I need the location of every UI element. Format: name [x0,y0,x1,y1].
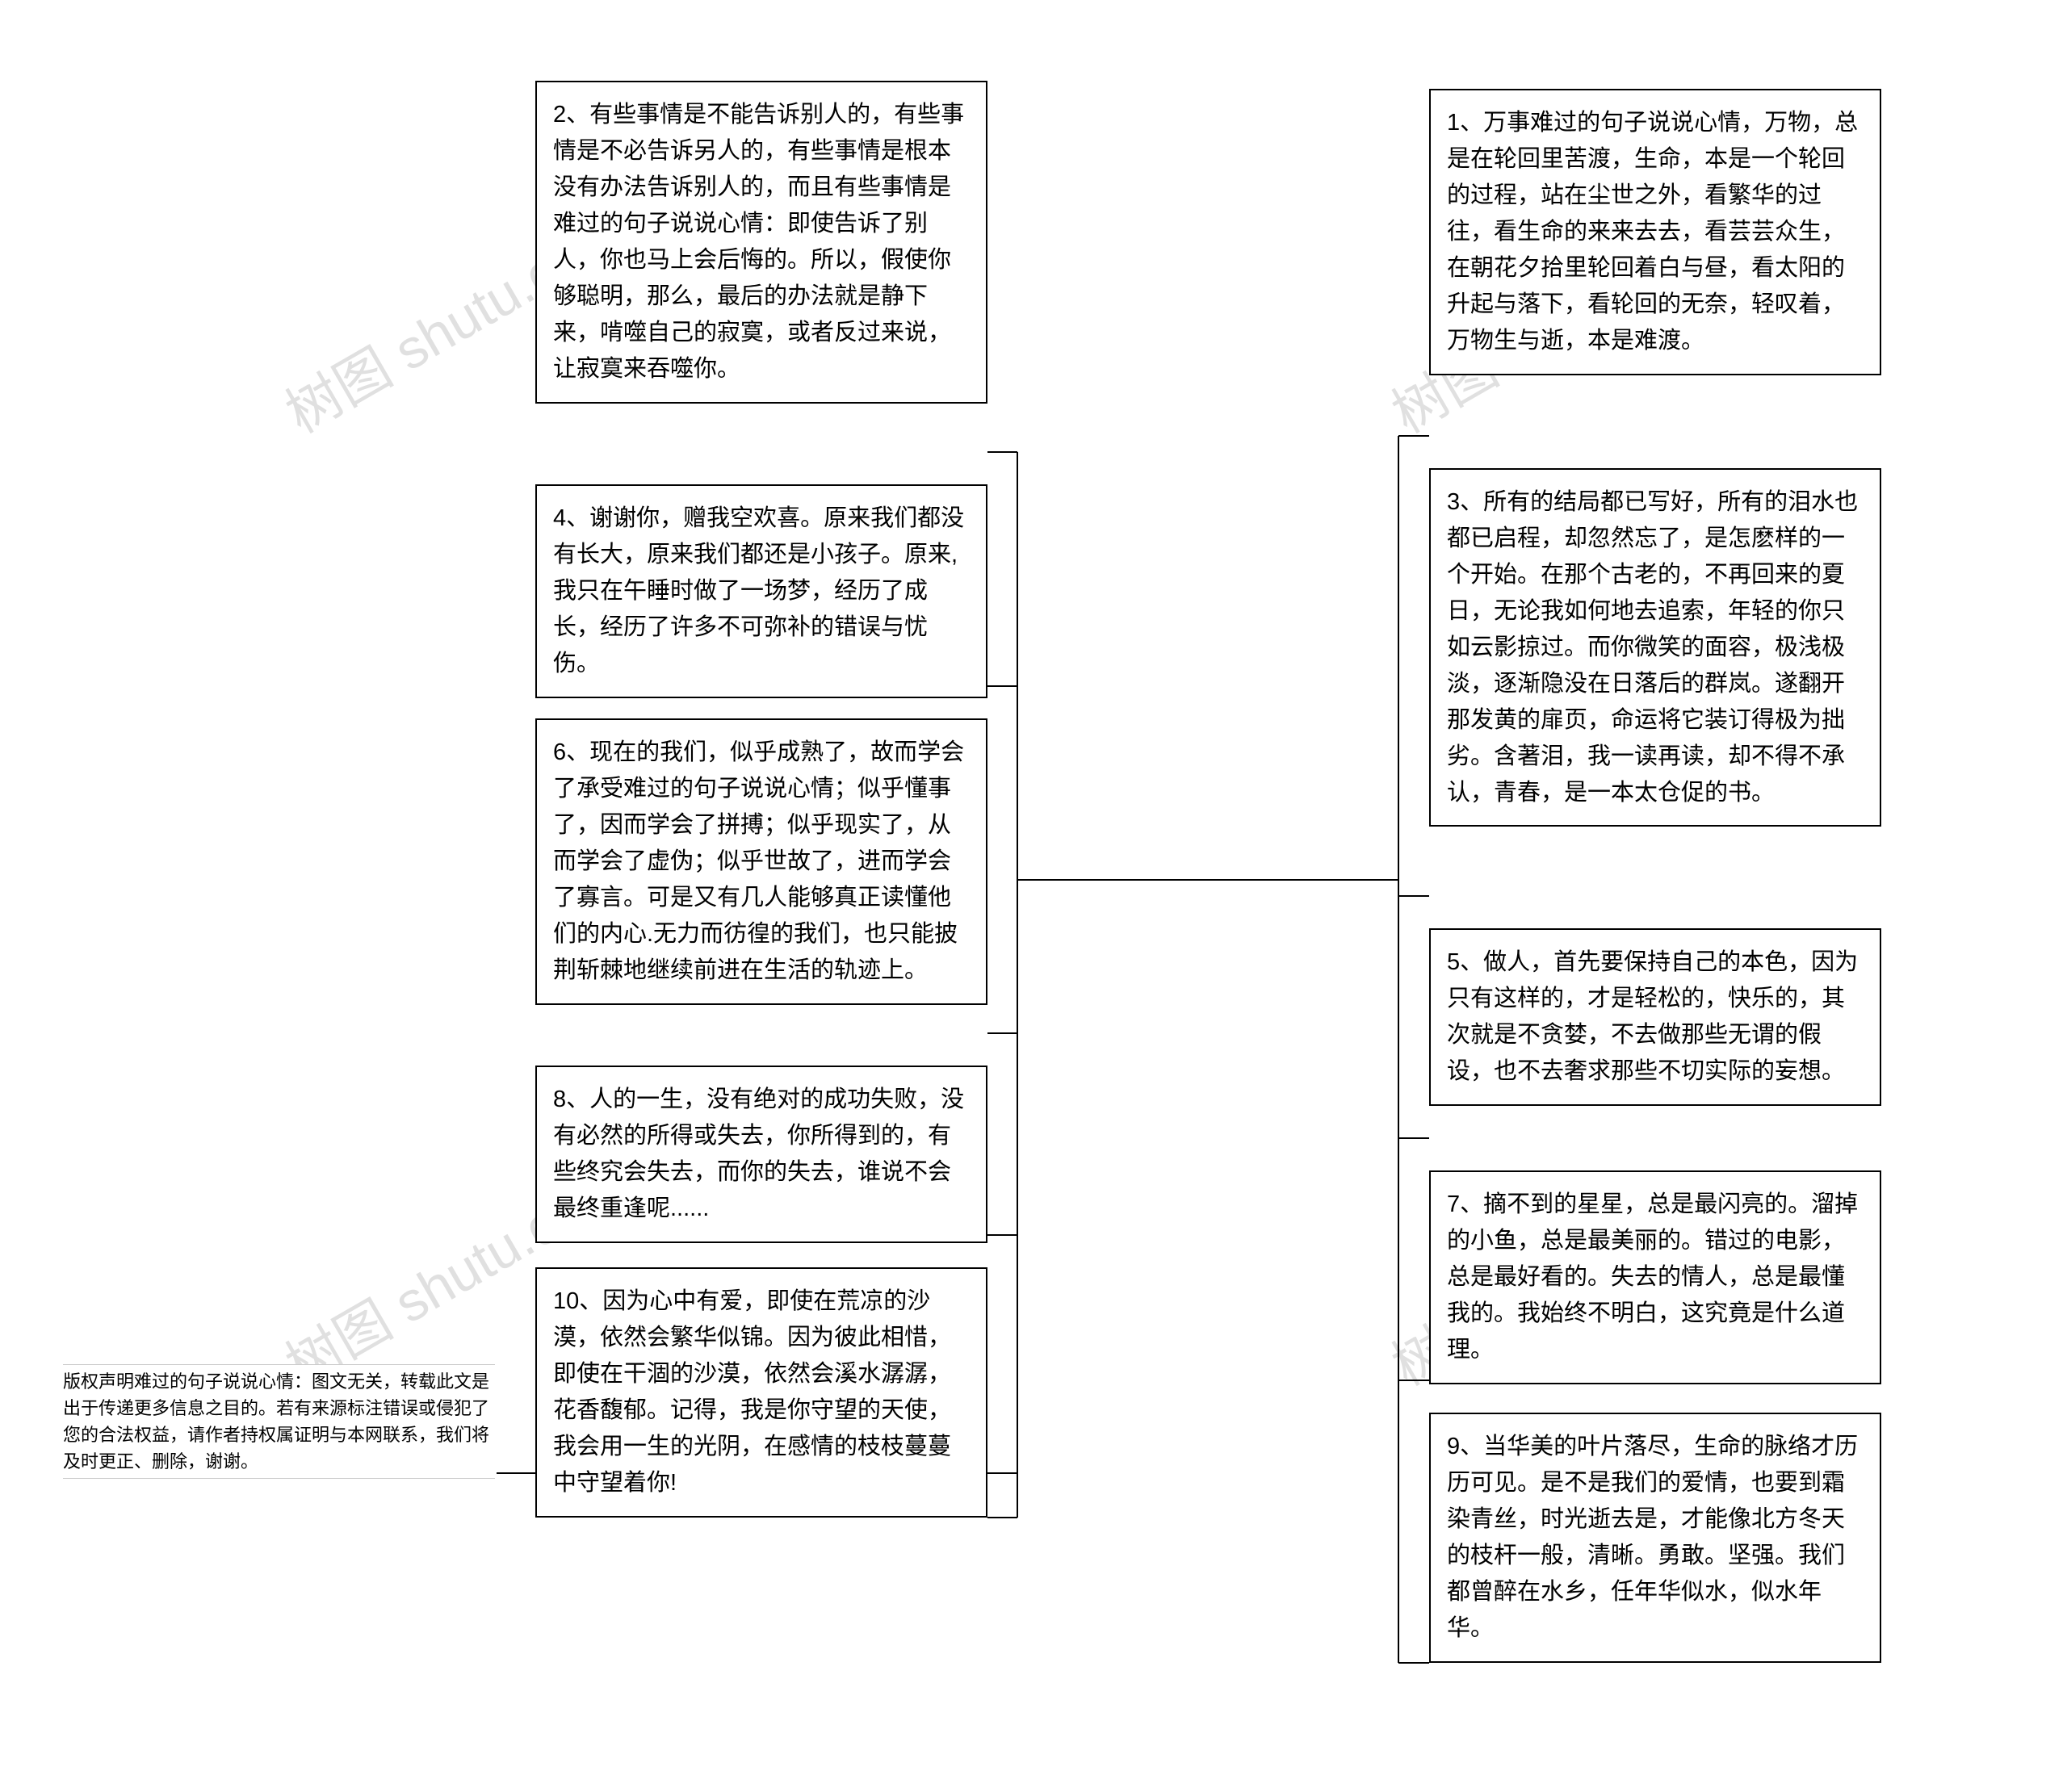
copyright-notice: 版权声明难过的句子说说心情：图文无关，转载此文是出于传递更多信息之目的。若有来源… [63,1364,495,1479]
node-text: 6、现在的我们，似乎成熟了，故而学会了承受难过的句子说说心情；似乎懂事了，因而学… [553,739,964,983]
mindmap-node-9: 9、当华美的叶片落尽，生命的脉络才历历可见。是不是我们的爱情，也要到霜染青丝，时… [1429,1413,1881,1663]
node-text: 9、当华美的叶片落尽，生命的脉络才历历可见。是不是我们的爱情，也要到霜染青丝，时… [1447,1434,1858,1641]
node-text: 4、谢谢你，赠我空欢喜。原来我们都没有长大，原来我们都还是小孩子。原来,我只在午… [553,505,964,676]
node-text: 7、摘不到的星星，总是最闪亮的。溜掉的小鱼，总是最美丽的。错过的电影，总是最好看… [1447,1191,1858,1363]
mindmap-node-8: 8、人的一生，没有绝对的成功失败，没有必然的所得或失去，你所得到的，有些终究会失… [535,1066,987,1243]
node-text: 1、万事难过的句子说说心情，万物，总是在轮回里苦渡，生命，本是一个轮回的过程，站… [1447,110,1858,354]
copyright-text: 版权声明难过的句子说说心情：图文无关，转载此文是出于传递更多信息之目的。若有来源… [63,1371,489,1472]
mindmap-node-6: 6、现在的我们，似乎成熟了，故而学会了承受难过的句子说说心情；似乎懂事了，因而学… [535,718,987,1005]
mindmap-node-7: 7、摘不到的星星，总是最闪亮的。溜掉的小鱼，总是最美丽的。错过的电影，总是最好看… [1429,1170,1881,1384]
mindmap-node-4: 4、谢谢你，赠我空欢喜。原来我们都没有长大，原来我们都还是小孩子。原来,我只在午… [535,484,987,698]
node-text: 2、有些事情是不能告诉别人的，有些事情是不必告诉另人的，有些事情是根本没有办法告… [553,102,964,382]
node-text: 8、人的一生，没有绝对的成功失败，没有必然的所得或失去，你所得到的，有些终究会失… [553,1087,964,1221]
mindmap-node-3: 3、所有的结局都已写好，所有的泪水也都已启程，却忽然忘了，是怎麽样的一个开始。在… [1429,468,1881,827]
node-text: 10、因为心中有爱，即使在荒凉的沙漠，依然会繁华似锦。因为彼此相惜，即使在干涸的… [553,1288,951,1496]
mindmap-node-10: 10、因为心中有爱，即使在荒凉的沙漠，依然会繁华似锦。因为彼此相惜，即使在干涸的… [535,1267,987,1518]
node-text: 3、所有的结局都已写好，所有的泪水也都已启程，却忽然忘了，是怎麽样的一个开始。在… [1447,489,1858,806]
mindmap-node-2: 2、有些事情是不能告诉别人的，有些事情是不必告诉另人的，有些事情是根本没有办法告… [535,81,987,404]
mindmap-node-1: 1、万事难过的句子说说心情，万物，总是在轮回里苦渡，生命，本是一个轮回的过程，站… [1429,89,1881,375]
node-text: 5、做人，首先要保持自己的本色，因为只有这样的，才是轻松的，快乐的，其次就是不贪… [1447,949,1858,1084]
mindmap-node-5: 5、做人，首先要保持自己的本色，因为只有这样的，才是轻松的，快乐的，其次就是不贪… [1429,928,1881,1106]
